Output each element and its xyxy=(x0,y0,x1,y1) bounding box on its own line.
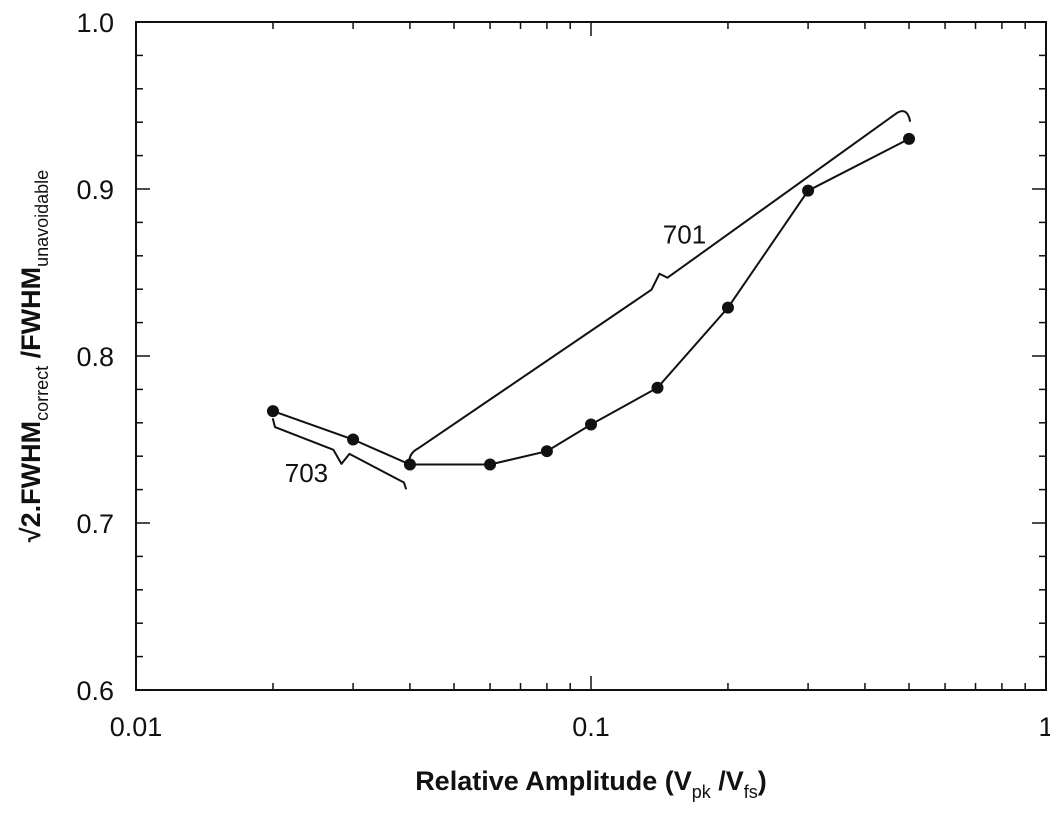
annotations: 701 703 xyxy=(271,110,912,490)
data-point xyxy=(540,445,553,458)
y-tick-labels: 0.6 0.7 0.8 0.9 1.0 xyxy=(76,8,114,706)
data-point xyxy=(585,418,597,431)
y-tick-label: 0.6 xyxy=(76,676,114,706)
series xyxy=(266,132,916,471)
axis-ticks xyxy=(135,21,1047,691)
data-point xyxy=(721,301,734,314)
x-axis-title: Relative Amplitude (Vpk /Vfs) xyxy=(415,766,767,802)
annotation-bracket-701 xyxy=(408,110,912,468)
data-point xyxy=(266,405,279,418)
y-tick-label: 0.9 xyxy=(76,175,114,205)
y-tick-label: 0.7 xyxy=(76,509,114,539)
plot-frame xyxy=(135,21,1047,691)
x-tick-label: 0.1 xyxy=(572,712,610,742)
y-axis-title: √2.FWHMcorrect /FWHMunavoidable xyxy=(16,170,52,542)
x-tick-labels: 0.01 0.1 1 xyxy=(110,712,1050,742)
annotation-bracket-703 xyxy=(271,418,407,490)
data-point xyxy=(802,184,815,197)
data-point xyxy=(484,458,497,471)
series-line xyxy=(272,138,910,466)
x-tick-label: 1 xyxy=(1038,712,1050,742)
annotation-label-703: 703 xyxy=(285,458,328,488)
y-tick-label: 1.0 xyxy=(76,8,114,38)
data-point xyxy=(651,381,664,394)
x-tick-label: 0.01 xyxy=(110,712,163,742)
data-point xyxy=(347,433,360,446)
annotation-label-701: 701 xyxy=(663,220,706,250)
y-tick-label: 0.8 xyxy=(76,342,114,372)
data-point xyxy=(903,132,916,145)
